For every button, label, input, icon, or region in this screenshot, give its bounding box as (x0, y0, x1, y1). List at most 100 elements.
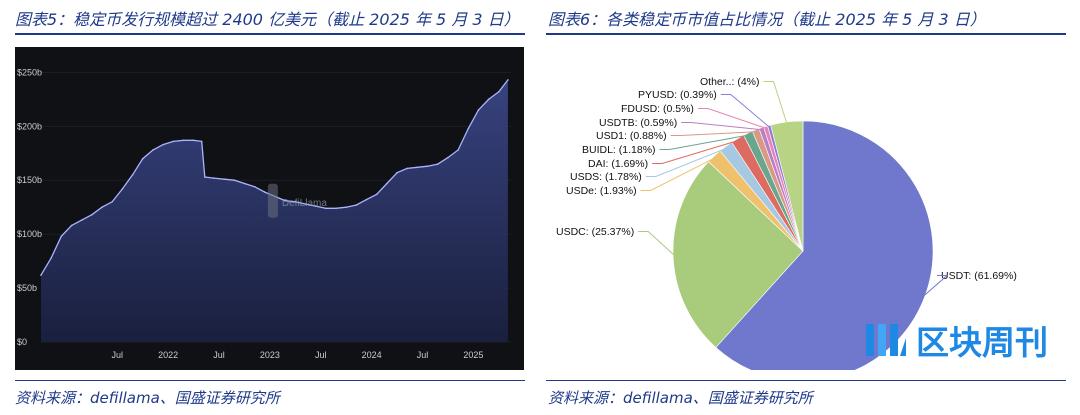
supply-point (182, 139, 185, 142)
slice-label: USD1: (0.88%) (596, 130, 667, 142)
y-tick-label: $100b (17, 229, 42, 239)
pie-slice (672, 161, 804, 348)
supply-point (426, 165, 429, 167)
defillama-watermark: DefiLlama (282, 198, 327, 209)
x-tick-label: 2025 (463, 350, 483, 360)
slice-label: USDS: (1.78%) (570, 171, 642, 183)
y-tick-label: $0 (17, 337, 27, 347)
slice-leader-line (670, 131, 757, 136)
supply-point (204, 176, 206, 178)
y-tick-label: $200b (17, 121, 42, 131)
supply-point (111, 201, 113, 203)
supply-point (121, 188, 124, 190)
supply-point (386, 182, 388, 185)
qukuaizhoukan-watermark: 区块周刊 (864, 316, 1048, 364)
supply-point (314, 205, 317, 207)
supply-point (406, 167, 409, 170)
slice-label: USDC: (25.37%) (556, 226, 634, 238)
x-tick-label: Jul (112, 350, 124, 360)
slice-leader-line (638, 231, 676, 257)
supply-point (131, 174, 134, 176)
supply-point (335, 207, 337, 210)
x-tick-label: 2023 (260, 350, 280, 360)
supply-point (294, 201, 297, 203)
y-tick-label: $50b (17, 283, 37, 293)
supply-point (507, 79, 509, 81)
supply-point (223, 178, 225, 180)
watermark-text: 区块周刊 (916, 323, 1048, 362)
supply-point (477, 109, 480, 111)
supply-point (457, 149, 459, 151)
y-tick-label: $150b (17, 175, 42, 185)
qukuaizhoukan-logo-icon (866, 324, 906, 356)
supply-point (50, 257, 52, 259)
supply-point (304, 203, 307, 205)
slice-label: USDe: (1.93%) (566, 185, 637, 197)
slice-label: Other..: (4%) (700, 76, 760, 88)
supply-point (70, 224, 73, 227)
area-chart-svg: $0 $50b $100b $150b $200b $250b Jul 2022 Jul 2023… (17, 67, 511, 360)
supply-point (60, 235, 63, 238)
slice-leader-line (681, 122, 763, 131)
supply-point (345, 206, 348, 208)
supply-point (467, 127, 470, 130)
supply-point (284, 199, 287, 202)
slice-label: PYUSD: (0.39%) (638, 89, 717, 101)
slice-leader-line (640, 157, 716, 191)
right-source-rule (546, 380, 1066, 381)
x-tick-label: 2024 (362, 350, 382, 360)
supply-point (243, 182, 246, 185)
supply-point (325, 207, 327, 210)
supply-point (437, 163, 439, 165)
left-chart-title: 图表5：稳定币发行规模超过 2400 亿美元（截止 2025 年 5 月 3 日… (15, 10, 520, 29)
right-title-rule (546, 33, 1066, 35)
supply-point (101, 206, 103, 208)
slice-label: DAI: (1.69%) (588, 158, 648, 170)
pie-chart-svg: USDT: (61.69%) USDC: (25.37%) USDe: (1.93%… (556, 76, 1017, 382)
supply-point (162, 143, 164, 146)
slice-leader-line (697, 108, 767, 129)
supply-point (498, 91, 500, 93)
slice-leader-line (645, 147, 728, 177)
supply-point (141, 157, 144, 160)
supply-point (192, 139, 195, 142)
slice-label: USDT: (61.69%) (941, 270, 1017, 282)
x-tick-label: Jul (315, 350, 327, 360)
supply-point (172, 140, 175, 143)
supply-point (447, 156, 449, 159)
supply-point (365, 198, 368, 201)
defillama-watermark-icon (267, 183, 278, 218)
supply-point (416, 166, 419, 169)
slice-leader-line (720, 94, 771, 128)
stablecoin-share-pie-chart: USDT: (61.69%) USDC: (25.37%) USDe: (1.93%… (546, 47, 1066, 382)
supply-point (200, 140, 203, 143)
supply-point (355, 204, 358, 206)
supply-point (152, 149, 154, 151)
slice-leader-line (652, 139, 739, 164)
slice-label: FDUSD: (0.5%) (621, 103, 694, 115)
supply-point (396, 171, 398, 174)
x-tick-label: 2022 (158, 350, 178, 360)
left-title-rule (15, 33, 525, 35)
x-tick-label: Jul (417, 350, 429, 360)
slice-label: USDTB: (0.59%) (599, 117, 677, 129)
supply-point (264, 191, 266, 193)
supply-point (213, 177, 215, 179)
stablecoin-supply-area-chart: $0 $50b $100b $150b $200b $250b Jul 2022 Jul 2023… (15, 47, 524, 370)
supply-point (253, 185, 256, 188)
slice-label: BUIDL: (1.18%) (582, 144, 656, 156)
slice-leader-line (763, 81, 788, 125)
supply-point (375, 193, 378, 196)
supply-point (487, 98, 490, 101)
supply-point (91, 213, 93, 216)
slice-leader-line (922, 275, 949, 298)
supply-point (80, 219, 83, 221)
left-source-note: 资料来源：defillama、国盛证券研究所 (15, 389, 280, 407)
supply-point (40, 274, 42, 276)
right-source-note: 资料来源：defillama、国盛证券研究所 (548, 389, 813, 407)
x-tick-label: Jul (213, 350, 225, 360)
y-tick-label: $250b (17, 67, 42, 77)
right-chart-title: 图表6：各类稳定币市值占比情况（截止 2025 年 5 月 3 日） (548, 10, 986, 29)
supply-point (233, 179, 236, 181)
slice-leader-line (659, 134, 749, 150)
